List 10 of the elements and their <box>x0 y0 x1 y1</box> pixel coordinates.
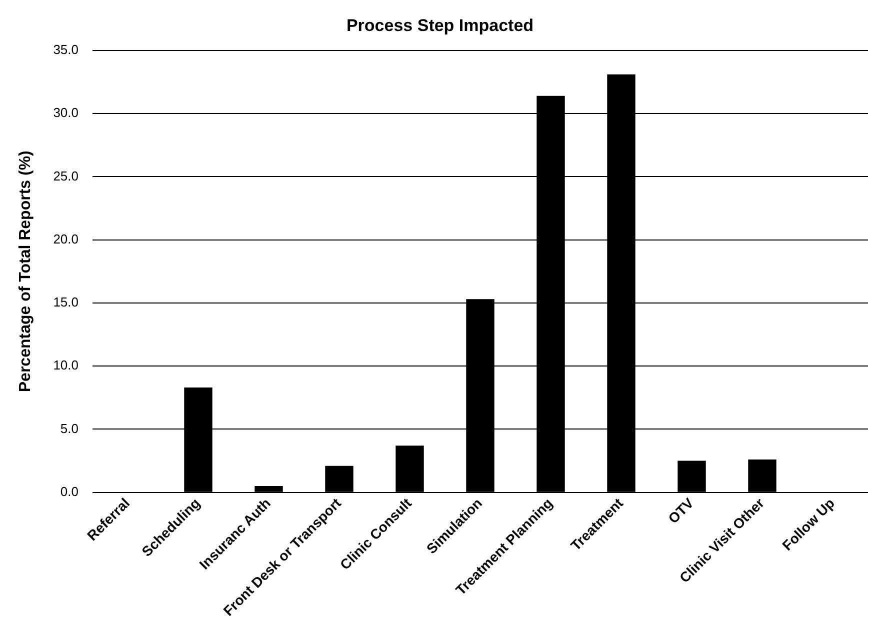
y-tick-label: 35.0 <box>53 42 78 57</box>
y-tick-label: 15.0 <box>53 294 78 310</box>
y-tick-label: 5.0 <box>60 420 78 436</box>
y-tick-label: 20.0 <box>53 231 78 246</box>
y-tick-label: 10.0 <box>53 358 78 373</box>
y-tick-label: 25.0 <box>53 168 78 184</box>
y-axis-title: Percentage of Total Reports (%) <box>17 150 34 392</box>
chart-title: Process Step Impacted <box>346 16 534 35</box>
y-tick-label: 30.0 <box>53 105 78 120</box>
y-tick-label: 0.0 <box>60 484 78 499</box>
